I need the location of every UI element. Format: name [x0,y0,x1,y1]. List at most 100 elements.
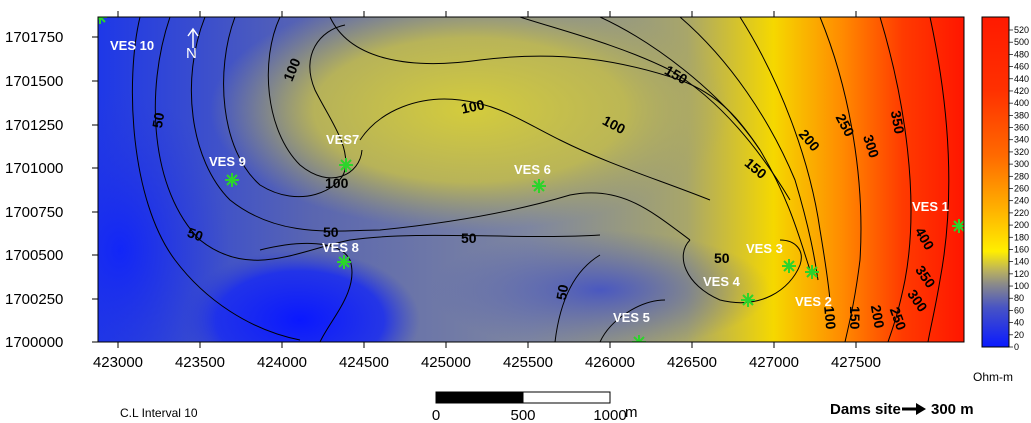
colorbar-tick-label: 160 [1014,244,1029,254]
colorbar-tick-label: 480 [1014,49,1029,59]
scale-label: 1000 [593,407,626,423]
asterisk-marker-icon [532,179,546,193]
colorbar-tick-label: 300 [1014,159,1029,169]
x-axis: 423000 423500 424000 424500 425000 42550… [93,11,881,371]
y-tick-label: 1700750 [5,204,63,221]
colorbar-tick-label: 20 [1014,330,1024,340]
x-tick-label: 423000 [93,354,143,371]
station-ves-6 [532,179,546,193]
station-ves-4 [741,293,755,307]
y-tick-label: 1701250 [5,117,63,134]
x-tick-label: 425500 [503,354,553,371]
colorbar-tick-label: 0 [1014,342,1019,352]
y-tick-label: 1700000 [5,334,63,351]
contour-label: 200 [868,304,888,330]
contour-label: 100 [460,96,486,117]
asterisk-marker-icon [782,259,796,273]
y-axis: 1701750 1701500 1701250 1701000 1700750 … [5,29,98,351]
contour-label: 50 [461,230,477,246]
colorbar-tick-label: 120 [1014,269,1029,279]
scale-label: 0 [432,407,440,423]
x-tick-label: 427000 [749,354,799,371]
scale-label: 500 [510,407,535,423]
asterisk-marker-icon [98,17,107,24]
station-ves-3 [782,259,796,273]
colorbar-tick-label: 340 [1014,135,1029,145]
colorbar-tick-label: 60 [1014,305,1024,315]
colorbar-tick-label: 200 [1014,220,1029,230]
colorbar-tick-label: 400 [1014,98,1029,108]
station-label: VES7 [326,132,359,147]
y-tick-label: 1700500 [5,247,63,264]
colorbar-tick-label: 360 [1014,123,1029,133]
x-tick-label: 427500 [831,354,881,371]
dams-distance-label: 300 m [931,401,974,418]
asterisk-marker-icon [805,265,819,279]
station-ves-7 [339,158,353,172]
station-label: VES 3 [746,241,783,256]
station-ves-5 [632,335,646,342]
right-arrow-icon [902,403,926,415]
colorbar-unit: Ohm-m [973,370,1013,384]
ves-stations [98,17,964,342]
contour-interval-note: C.L Interval 10 [120,406,198,420]
colorbar-tick-label: 420 [1014,86,1029,96]
contour-label: 100 [821,305,839,330]
station-label: VES 1 [912,199,949,214]
colorbar-ticks: 5205004804604404204003803603403203002802… [1009,25,1029,352]
colorbar-tick-label: 100 [1014,281,1029,291]
north-arrow-icon: N [186,27,199,62]
station-labels: VES 10 VES 9 VES7 VES 8 VES 6 VES 5 VES … [110,38,949,325]
colorbar-tick-label: 520 [1014,25,1029,35]
scale-bar-black-segment [435,391,524,404]
x-tick-label: 426000 [585,354,635,371]
x-tick-label: 424000 [257,354,307,371]
low-resistivity-ves8 [180,250,420,342]
station-label: VES 2 [795,294,832,309]
asterisk-marker-icon [952,219,964,233]
station-ves-8 [337,255,351,269]
x-tick-label: 424500 [339,354,389,371]
y-tick-label: 1701750 [5,29,63,46]
asterisk-marker-icon [337,255,351,269]
scale-unit: m [625,404,638,421]
asterisk-marker-icon [741,293,755,307]
contour-label: 50 [149,111,167,129]
north-arrow-label: N [186,45,197,62]
station-ves-10 [98,17,107,24]
station-ves-1 [952,219,964,233]
colorbar-ramp [981,16,1010,348]
colorbar-tick-label: 380 [1014,110,1029,120]
y-tick-label: 1700250 [5,291,63,308]
contour-label: 50 [714,250,730,266]
contour-label: 150 [847,306,863,330]
colorbar-tick-label: 500 [1014,37,1029,47]
y-tick-label: 1701500 [5,73,63,90]
colorbar-tick-label: 80 [1014,293,1024,303]
station-ves-2 [805,265,819,279]
contour-label: 250 [887,305,910,333]
colorbar-tick-label: 280 [1014,171,1029,181]
x-tick-label: 425000 [421,354,471,371]
contour-map: 50 100 100 150 100 100 150 200 250 300 3… [98,17,964,342]
asterisk-marker-icon [225,173,239,187]
y-tick-label: 1701000 [5,160,63,177]
contour-label: 50 [553,283,571,301]
station-label: VES 6 [514,162,551,177]
colorbar-tick-label: 260 [1014,184,1029,194]
x-tick-label: 423500 [175,354,225,371]
station-label: VES 4 [703,274,741,289]
station-label: VES 8 [322,240,359,255]
colorbar-tick-label: 180 [1014,232,1029,242]
station-label: VES 5 [613,310,650,325]
asterisk-marker-icon [339,158,353,172]
station-ves-9 [225,173,239,187]
colorbar-tick-label: 40 [1014,318,1024,328]
dams-site-note: Dams site 300 m [830,401,974,418]
asterisk-marker-icon [632,335,646,342]
contour-label: 50 [323,224,339,240]
contour-label: 300 [860,133,883,160]
contour-lines [131,17,950,342]
colorbar-tick-label: 460 [1014,62,1029,72]
